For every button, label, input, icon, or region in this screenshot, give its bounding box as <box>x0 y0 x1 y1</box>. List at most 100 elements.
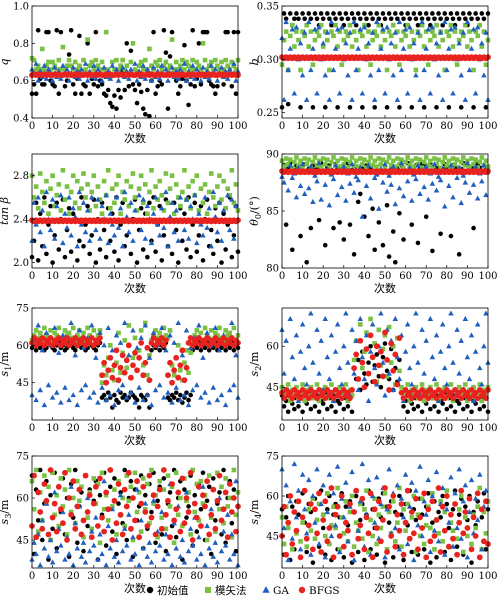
data-point <box>373 525 380 531</box>
data-point <box>37 509 44 515</box>
data-point <box>171 517 178 524</box>
data-point <box>413 384 419 390</box>
data-point <box>231 233 237 238</box>
data-point <box>297 395 304 402</box>
data-point <box>413 495 419 502</box>
data-point <box>345 72 351 78</box>
data-point <box>458 159 464 165</box>
data-point <box>183 364 190 371</box>
data-point <box>115 77 122 83</box>
data-point <box>99 82 105 87</box>
chart-panels: 01020304050607080901000.40.60.81.0次数q010… <box>0 2 498 596</box>
data-point <box>324 354 331 360</box>
data-point <box>231 382 237 388</box>
data-point <box>99 372 105 379</box>
data-point <box>64 184 70 189</box>
data-point <box>198 82 204 87</box>
data-point <box>359 495 366 502</box>
data-point <box>146 472 153 479</box>
data-point <box>103 562 109 568</box>
data-point <box>213 203 218 209</box>
data-point <box>446 105 452 110</box>
data-point <box>357 164 364 170</box>
data-point <box>159 532 165 537</box>
data-point <box>145 211 150 217</box>
data-point <box>186 370 191 376</box>
data-point <box>138 529 144 534</box>
data-point <box>361 384 368 391</box>
data-point <box>75 178 80 184</box>
data-point <box>206 399 212 405</box>
data-point <box>153 184 158 189</box>
data-point <box>167 359 173 366</box>
data-point <box>400 193 407 199</box>
data-point <box>332 45 339 51</box>
x-tick-label: 20 <box>317 423 330 434</box>
data-point <box>340 543 347 550</box>
data-point <box>397 210 402 216</box>
data-point <box>147 113 152 119</box>
data-point <box>386 29 392 34</box>
data-point <box>88 194 95 200</box>
data-point <box>93 29 99 35</box>
data-point <box>300 520 305 525</box>
data-point <box>380 11 386 16</box>
data-point <box>382 341 388 346</box>
data-point <box>105 240 111 246</box>
data-point <box>423 11 429 16</box>
data-point <box>458 535 464 541</box>
data-point <box>419 22 425 28</box>
data-point <box>80 539 87 545</box>
data-point <box>450 156 456 161</box>
data-point <box>335 105 340 110</box>
data-point <box>202 389 208 395</box>
data-point <box>208 328 214 333</box>
y-axis-label: θ0/(°) <box>248 196 263 226</box>
data-point <box>51 64 58 70</box>
data-point <box>441 203 448 209</box>
data-point <box>53 548 60 554</box>
data-point <box>76 327 83 333</box>
data-point <box>231 200 237 206</box>
data-point <box>417 514 423 521</box>
data-point <box>58 542 64 548</box>
y-axis-label: s3/m <box>0 499 13 524</box>
data-point <box>374 11 380 16</box>
data-point <box>229 83 235 89</box>
data-point <box>306 507 312 512</box>
data-point <box>117 339 124 345</box>
data-point <box>210 195 216 200</box>
data-point <box>285 67 291 73</box>
data-point <box>167 328 173 333</box>
data-point <box>330 395 337 402</box>
data-point <box>339 156 345 161</box>
data-point <box>50 173 55 179</box>
data-point <box>44 63 49 69</box>
data-point <box>476 387 483 393</box>
data-point <box>224 192 231 198</box>
data-point <box>347 180 353 186</box>
data-point <box>475 504 480 509</box>
data-point <box>469 409 474 415</box>
data-point <box>101 342 107 348</box>
x-tick-label: 50 <box>379 121 392 132</box>
data-point <box>163 526 169 532</box>
data-point <box>178 367 183 373</box>
data-point <box>124 537 130 543</box>
data-point <box>456 466 462 472</box>
data-point <box>390 555 396 560</box>
x-tick-label: 10 <box>46 423 59 434</box>
x-tick-label: 50 <box>379 571 392 582</box>
data-point <box>35 489 42 496</box>
data-point <box>338 24 345 30</box>
data-point <box>337 401 342 406</box>
data-point <box>81 243 86 249</box>
data-point <box>397 368 402 374</box>
data-point <box>301 365 308 371</box>
data-point <box>287 315 293 321</box>
data-point <box>77 498 82 504</box>
data-point <box>423 337 429 343</box>
data-point <box>402 471 409 477</box>
data-point <box>435 173 442 179</box>
data-point <box>330 554 337 561</box>
